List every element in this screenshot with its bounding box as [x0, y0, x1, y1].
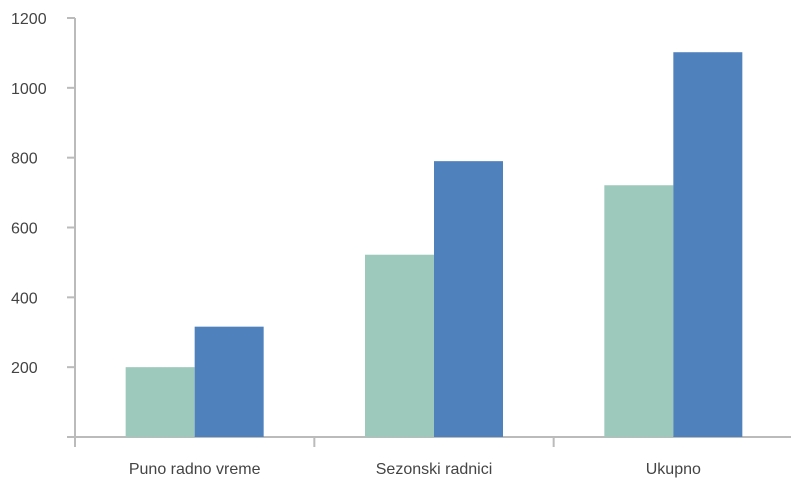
- bar: [125, 367, 195, 437]
- bar: [365, 254, 434, 437]
- bar: [434, 161, 503, 438]
- bar: [673, 52, 743, 438]
- category-label: Ukupno: [646, 461, 701, 478]
- category-label: Sezonski radnici: [376, 461, 493, 478]
- y-tick-label: 1000: [11, 81, 47, 98]
- y-tick-label: 800: [11, 151, 38, 168]
- bar: [604, 185, 674, 437]
- bar: [194, 326, 264, 437]
- bars: [125, 52, 743, 438]
- y-tick-label: 600: [11, 221, 38, 238]
- category-label: Puno radno vreme: [129, 461, 261, 478]
- y-tick-label: 200: [11, 360, 38, 377]
- labels: 200 400 600 800 1000 1200 Puno radno vreme Sezo…: [11, 11, 701, 478]
- y-tick-label: 400: [11, 290, 38, 307]
- y-tick-label: 1200: [11, 11, 47, 28]
